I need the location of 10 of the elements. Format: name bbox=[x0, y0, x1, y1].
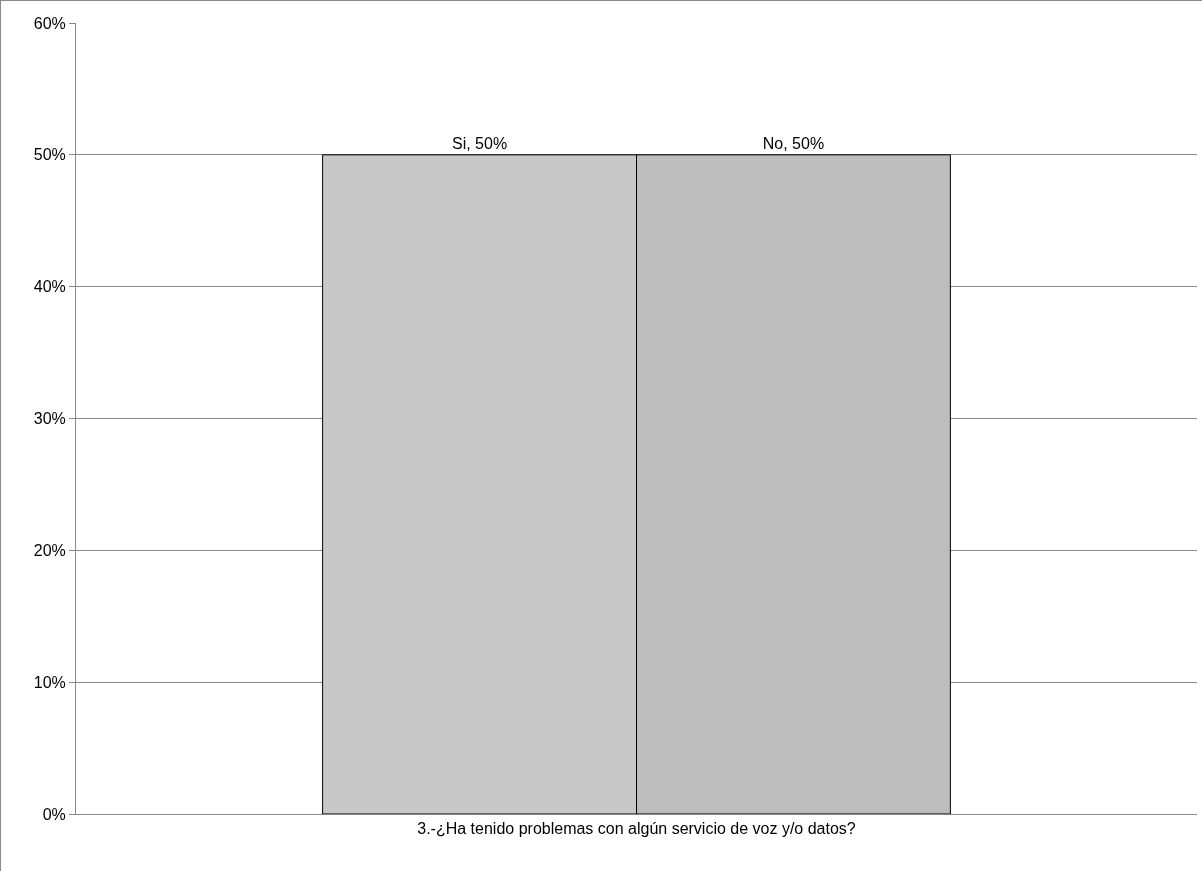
y-tick-label: 50% bbox=[33, 146, 66, 164]
y-tick-label: 40% bbox=[33, 278, 66, 296]
data-label: Si, 50% bbox=[451, 134, 508, 152]
x-tick-label: 3.-¿Ha tenido problemas con algún servicio de voz y/o datos? bbox=[417, 820, 856, 838]
data-label: No, 50% bbox=[762, 134, 825, 152]
y-tick-label: 10% bbox=[33, 673, 66, 691]
y-tick-label: 60% bbox=[33, 14, 66, 32]
y-tick-label: 20% bbox=[33, 541, 66, 559]
y-tick-label: 0% bbox=[42, 805, 66, 823]
y-tick-label: 30% bbox=[33, 410, 66, 428]
